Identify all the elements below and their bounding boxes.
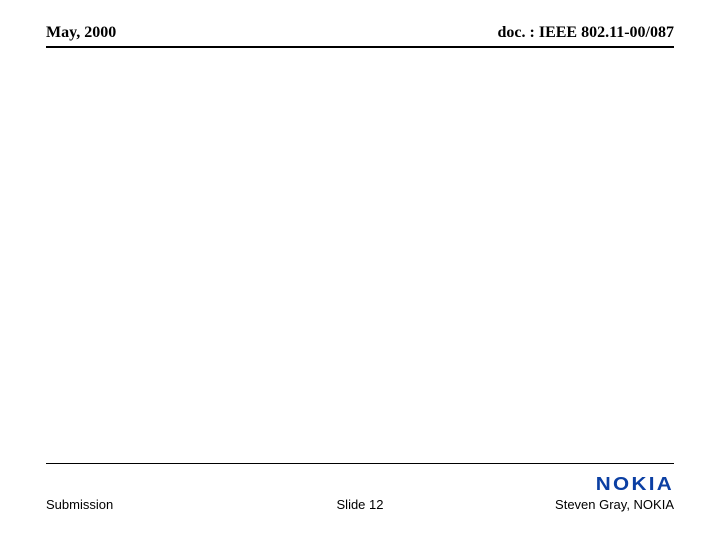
header-doc-number: doc. : IEEE 802.11-00/087 (498, 24, 674, 42)
footer-submission-label: Submission (46, 497, 113, 512)
header-date: May, 2000 (46, 24, 116, 42)
slide-header: May, 2000 doc. : IEEE 802.11-00/087 (46, 24, 674, 48)
slide-container: May, 2000 doc. : IEEE 802.11-00/087 Subm… (0, 0, 720, 540)
slide-footer: Submission Slide 12 NOKIA Steven Gray, N… (46, 474, 674, 512)
nokia-logo: NOKIA (596, 474, 674, 495)
footer-slide-number: Slide 12 (337, 497, 384, 512)
footer-right-block: NOKIA Steven Gray, NOKIA (555, 474, 674, 512)
footer-divider (46, 463, 674, 464)
footer-author: Steven Gray, NOKIA (555, 497, 674, 512)
